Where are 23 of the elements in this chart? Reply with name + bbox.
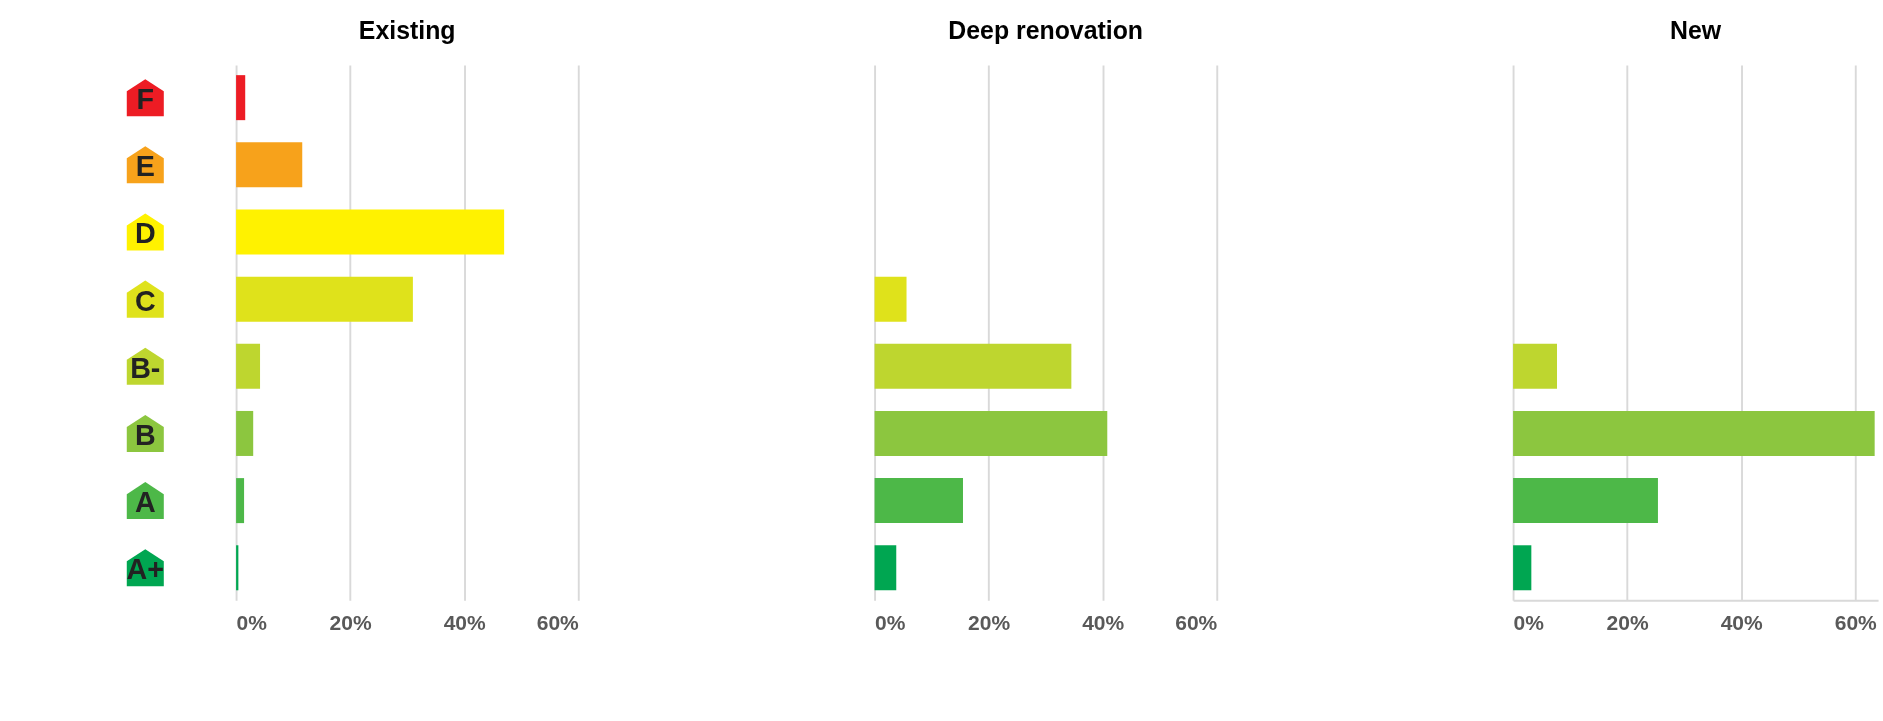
x-tick-label: 0% (236, 611, 268, 635)
y-tick-label: D (134, 217, 156, 250)
y-tick-label: C (134, 284, 156, 317)
x-tick-label: 20% (1606, 611, 1649, 635)
y-tick-label: A (134, 486, 156, 519)
chart-title: New (1670, 17, 1722, 45)
y-tick-label: F (136, 83, 155, 116)
x-tick-label: 40% (1082, 611, 1125, 635)
x-tick-label: 40% (1720, 611, 1764, 635)
x-tick-label: 0% (1513, 611, 1545, 635)
x-tick-label: 0% (875, 611, 906, 635)
x-tick-label: 60% (536, 611, 580, 635)
y-tick-label: B- (130, 351, 161, 384)
y-tick-label: A+ (126, 553, 165, 586)
x-tick-label: 20% (329, 611, 372, 635)
x-tick-label: 40% (443, 611, 487, 635)
x-tick-label: 20% (968, 611, 1011, 635)
chart-title: Deep renovation (948, 17, 1144, 45)
chart-title: Existing (358, 17, 456, 45)
y-tick-label: E (135, 150, 155, 183)
x-tick-label: 60% (1834, 611, 1878, 635)
y-tick-label: B (134, 418, 156, 451)
x-tick-label: 60% (1175, 611, 1218, 635)
